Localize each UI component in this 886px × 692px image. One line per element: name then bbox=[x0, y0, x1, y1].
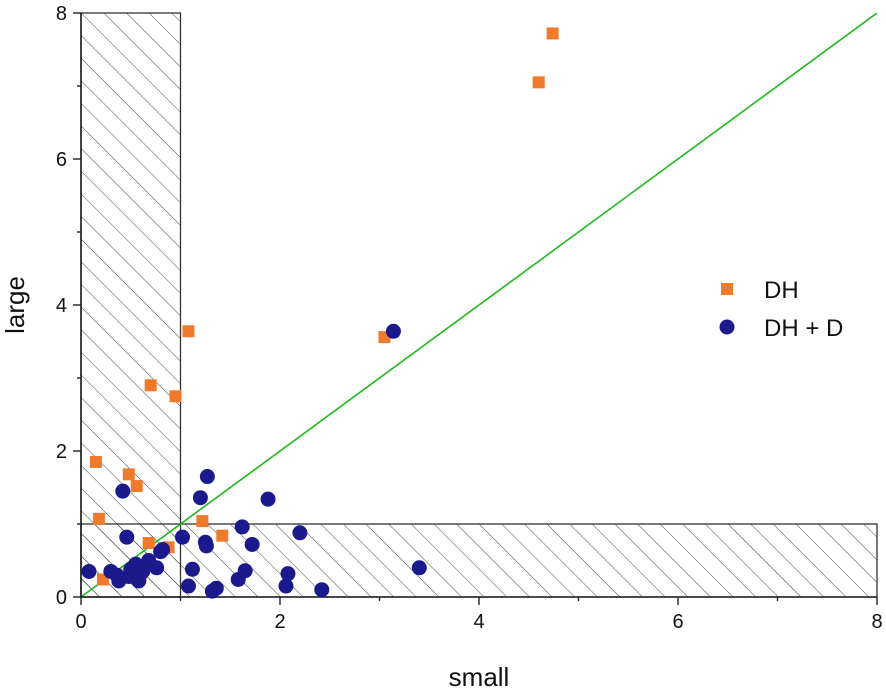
dh-d-point bbox=[244, 536, 260, 552]
legend: DH DH + D bbox=[719, 277, 843, 342]
dh-d-point bbox=[234, 519, 250, 535]
y-tick-label: 2 bbox=[56, 441, 67, 463]
dh-point bbox=[144, 379, 157, 392]
x-axis-title: small bbox=[449, 662, 510, 692]
dh-d-point bbox=[385, 323, 401, 339]
y-tick-label: 0 bbox=[56, 587, 67, 609]
dh-point bbox=[92, 512, 105, 525]
legend-label: DH + D bbox=[764, 315, 843, 342]
dh-d-point bbox=[81, 563, 97, 579]
dh-d-point bbox=[292, 525, 308, 541]
dh-point bbox=[546, 27, 559, 40]
dh-d-point bbox=[115, 483, 131, 499]
y-tick-label: 4 bbox=[56, 295, 67, 317]
x-tick-label: 8 bbox=[871, 611, 882, 633]
dh-point bbox=[532, 76, 545, 89]
dh-point bbox=[130, 480, 143, 493]
legend-label: DH bbox=[764, 277, 799, 304]
dh-d-point bbox=[237, 563, 253, 579]
dh-point bbox=[89, 455, 102, 468]
dh-point bbox=[142, 536, 155, 549]
dh-d-point bbox=[411, 560, 427, 576]
y-tick-label: 6 bbox=[56, 149, 67, 171]
x-tick-label: 4 bbox=[473, 611, 484, 633]
hatched-region bbox=[80, 12, 182, 598]
hatched-region bbox=[80, 523, 878, 598]
dh-d-point bbox=[260, 491, 276, 507]
dh-d-point bbox=[135, 563, 151, 579]
dh-point bbox=[216, 529, 229, 542]
dh-d-point bbox=[180, 578, 196, 594]
x-tick-label: 0 bbox=[75, 611, 86, 633]
dh-d-point bbox=[198, 538, 214, 554]
y-axis-title: large bbox=[0, 276, 30, 334]
dh-d-point bbox=[149, 560, 165, 576]
x-tick-label: 2 bbox=[274, 611, 285, 633]
dh-d-point bbox=[192, 490, 208, 506]
y-tick-label: 8 bbox=[56, 3, 67, 25]
dh-d-point bbox=[184, 561, 200, 577]
reference-line bbox=[81, 13, 877, 597]
legend-square-icon bbox=[721, 283, 733, 295]
dh-d-point bbox=[174, 529, 190, 545]
dh-point bbox=[182, 325, 195, 338]
dh-point bbox=[169, 390, 182, 403]
dh-d-point bbox=[155, 542, 171, 558]
legend-circle-icon bbox=[719, 319, 735, 335]
dh-d-point bbox=[314, 582, 330, 598]
dh-d-point bbox=[278, 578, 294, 594]
dh-d-point bbox=[208, 580, 224, 596]
dh-d-point bbox=[280, 566, 296, 582]
reference-line-layer bbox=[81, 13, 877, 597]
dh-point bbox=[196, 515, 209, 528]
data-points bbox=[81, 27, 559, 599]
dh-point bbox=[122, 468, 135, 481]
x-tick-label: 6 bbox=[672, 611, 683, 633]
dh-d-point bbox=[119, 529, 135, 545]
dh-d-point bbox=[199, 469, 215, 485]
